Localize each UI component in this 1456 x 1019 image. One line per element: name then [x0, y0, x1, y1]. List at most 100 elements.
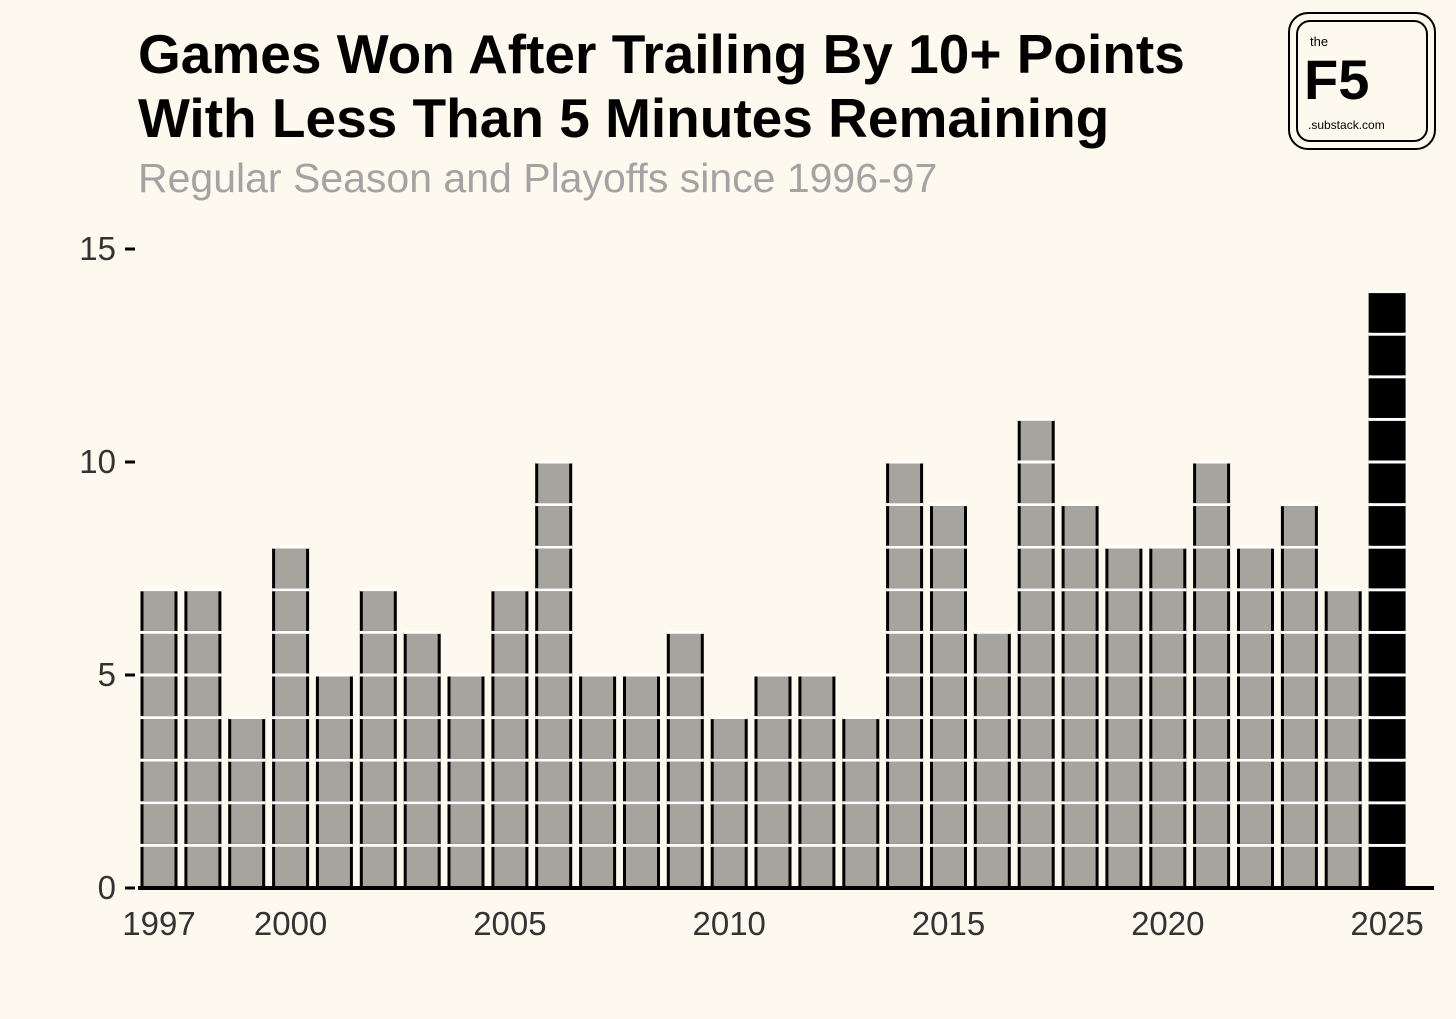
bar-block: [143, 846, 175, 887]
block-separator: [359, 588, 397, 592]
block-separator: [1017, 588, 1055, 592]
bar-block: [1196, 676, 1228, 717]
bar-block: [845, 804, 877, 844]
block-separator: [973, 758, 1011, 762]
bar-block: [143, 761, 175, 802]
block-separator: [666, 758, 704, 762]
x-tick-label: 2020: [1131, 905, 1204, 942]
bar-block: [450, 719, 482, 759]
bar-block: [976, 804, 1008, 844]
block-separator: [1237, 630, 1274, 634]
block-separator: [1237, 673, 1274, 677]
bar-block: [406, 676, 438, 717]
block-separator: [140, 716, 178, 720]
block-separator: [1193, 503, 1231, 507]
bar-block: [1283, 719, 1315, 759]
bar-2011: [754, 673, 792, 888]
bar-block: [713, 846, 745, 887]
block-separator: [623, 716, 660, 720]
block-separator: [228, 843, 266, 847]
block-separator: [1280, 630, 1318, 634]
block-separator: [1324, 716, 1362, 720]
block-separator: [1017, 460, 1055, 464]
bar-block: [538, 761, 570, 802]
bar-block: [450, 846, 482, 887]
bar-block: [976, 846, 1008, 887]
bar-block: [1108, 761, 1140, 802]
block-separator: [754, 716, 792, 720]
block-separator: [535, 460, 573, 464]
bar-block: [1371, 591, 1403, 631]
block-separator: [1237, 588, 1274, 592]
bar-block: [1152, 761, 1184, 802]
bar-block: [976, 761, 1008, 802]
bar-2000: [272, 545, 310, 888]
bar-block: [1327, 804, 1359, 844]
block-separator: [973, 673, 1011, 677]
block-separator: [359, 630, 397, 634]
block-separator: [535, 503, 573, 507]
bar-block: [757, 846, 789, 887]
block-separator: [1324, 843, 1362, 847]
bar-block: [1020, 463, 1052, 504]
block-separator: [1368, 758, 1406, 762]
chart-title-line-1: Games Won After Trailing By 10+ Points: [138, 23, 1185, 85]
block-separator: [666, 843, 704, 847]
bar-block: [318, 676, 350, 717]
block-separator: [359, 758, 397, 762]
bar-block: [143, 633, 175, 674]
block-separator: [1280, 843, 1318, 847]
bar-block: [538, 463, 570, 504]
bar-2013: [842, 716, 880, 888]
block-separator: [1324, 588, 1362, 592]
block-separator: [403, 630, 441, 634]
block-separator: [1105, 758, 1143, 762]
block-separator: [710, 758, 748, 762]
block-separator: [1193, 716, 1231, 720]
block-separator: [1061, 758, 1099, 762]
y-tick-label: 5: [98, 656, 116, 693]
bar-block: [1327, 633, 1359, 674]
bar-block: [933, 676, 964, 717]
block-separator: [535, 588, 573, 592]
block-separator: [1017, 545, 1055, 549]
block-separator: [1280, 503, 1318, 507]
bar-block: [1064, 804, 1096, 844]
bar-block: [976, 633, 1008, 674]
block-separator: [1280, 673, 1318, 677]
block-separator: [359, 716, 397, 720]
bar-block: [713, 719, 745, 759]
block-separator: [1017, 716, 1055, 720]
bar-block: [933, 804, 964, 844]
block-separator: [710, 801, 748, 805]
logo-inner-frame: the F5 .substack.com: [1296, 20, 1428, 142]
block-separator: [1105, 545, 1143, 549]
block-separator: [1105, 630, 1143, 634]
block-separator: [140, 630, 178, 634]
bar-block: [757, 676, 789, 717]
bar-block: [889, 591, 921, 631]
bar-block: [582, 804, 614, 844]
bar-block: [538, 676, 570, 717]
block-separator: [710, 843, 748, 847]
block-separator: [184, 801, 222, 805]
block-separator: [1368, 673, 1406, 677]
bar-block: [1152, 676, 1184, 717]
block-separator: [272, 843, 310, 847]
block-separator: [315, 801, 353, 805]
block-separator: [930, 843, 967, 847]
bar-block: [1327, 761, 1359, 802]
bar-block: [1327, 719, 1359, 759]
bar-block: [187, 846, 219, 887]
bar-block: [538, 846, 570, 887]
bar-block: [231, 804, 263, 844]
bar-block: [933, 846, 964, 887]
block-separator: [228, 758, 266, 762]
block-separator: [1368, 460, 1406, 464]
bar-block: [1196, 761, 1228, 802]
block-separator: [1368, 588, 1406, 592]
bar-block: [318, 846, 350, 887]
block-separator: [359, 843, 397, 847]
bar-2007: [579, 673, 617, 888]
bar-block: [1371, 420, 1403, 461]
